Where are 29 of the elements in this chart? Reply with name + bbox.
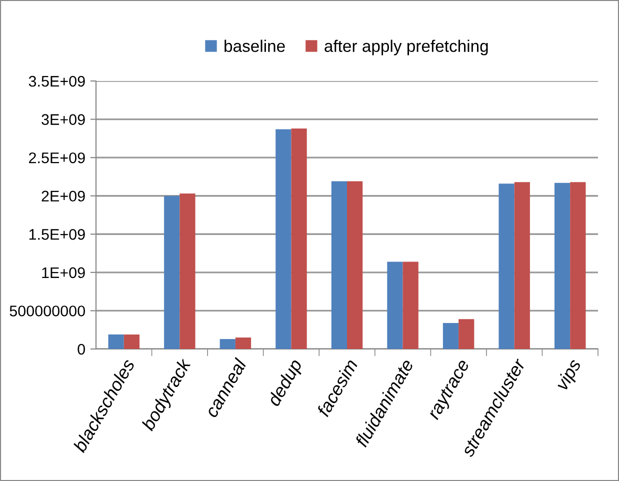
bar — [570, 182, 586, 349]
y-tick-label: 3.5E+09 — [28, 76, 85, 87]
bar — [402, 262, 418, 349]
bar — [291, 128, 307, 349]
y-tick-label: 3E+09 — [42, 114, 85, 125]
bar — [108, 334, 124, 349]
bar — [387, 262, 403, 349]
y-tick-label: 2.5E+09 — [29, 152, 85, 164]
bar — [180, 194, 196, 349]
bar — [331, 181, 347, 349]
bar — [458, 319, 474, 349]
bar — [514, 182, 530, 349]
bar — [220, 339, 236, 349]
legend-label: after apply prefetching — [324, 40, 488, 56]
bar — [554, 182, 570, 349]
bar — [124, 334, 140, 349]
bar — [347, 181, 363, 349]
y-tick-label: 1.5E+09 — [29, 229, 85, 240]
y-tick-label: 2E+09 — [42, 190, 85, 202]
bar — [235, 338, 252, 349]
legend-label: baseline — [224, 40, 285, 52]
bar — [498, 184, 514, 349]
bar — [276, 129, 292, 349]
bar — [442, 322, 459, 349]
y-tick-label: 0 — [78, 344, 85, 355]
bar — [164, 196, 180, 349]
x-tick-label: vips — [554, 358, 585, 393]
y-tick-label: 1E+09 — [42, 267, 85, 278]
y-tick-label: 500000000 — [10, 306, 85, 316]
